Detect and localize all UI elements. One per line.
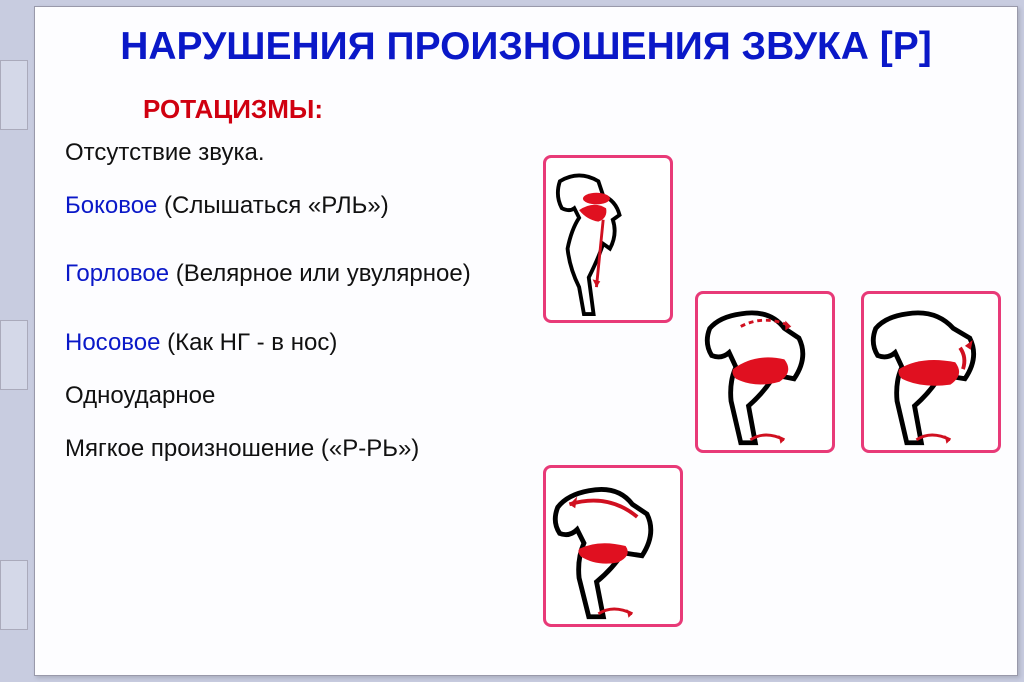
line-single-tap: Одноударное	[65, 382, 997, 411]
text-guttural: (Велярное или увулярное)	[169, 260, 471, 287]
keyword-lateral: Боковое	[65, 192, 157, 219]
side-tab-3	[0, 560, 28, 630]
text-nasal: (Как НГ - в нос)	[160, 329, 337, 356]
line-nasal: Носовое (Как НГ - в нос)	[65, 329, 997, 358]
side-tab-1	[0, 60, 28, 130]
line-absence: Отсутствие звука.	[65, 139, 997, 168]
nasal-articulation-diagram	[543, 465, 683, 627]
keyword-guttural: Горловое	[65, 260, 169, 287]
lateral-articulation-diagram	[543, 155, 673, 323]
slide: НАРУШЕНИЯ ПРОИЗНОШЕНИЯ ЗВУКА [Р] РОТАЦИЗ…	[34, 6, 1018, 676]
keyword-nasal: Носовое	[65, 329, 160, 356]
line-guttural: Горловое (Велярное или увулярное)	[65, 260, 997, 289]
slide-title: НАРУШЕНИЯ ПРОИЗНОШЕНИЯ ЗВУКА [Р]	[35, 7, 1017, 80]
text-lateral: (Слышаться «РЛЬ»)	[157, 192, 388, 219]
line-lateral: Боковое (Слышаться «РЛЬ»)	[65, 192, 997, 221]
section-subhead: РОТАЦИЗМЫ:	[143, 94, 997, 125]
line-soft: Мягкое произношение («Р-РЬ»)	[65, 435, 997, 464]
velar-articulation-diagram	[695, 291, 835, 453]
side-tab-2	[0, 320, 28, 390]
uvular-articulation-diagram	[861, 291, 1001, 453]
